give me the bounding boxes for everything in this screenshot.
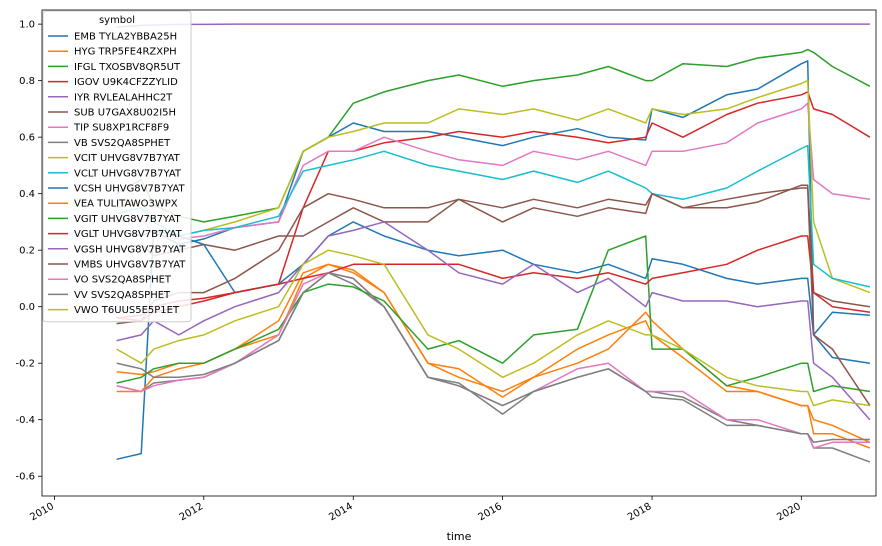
y-tick-label-3: 0.4 [19, 189, 35, 200]
y-tick-label-7: -0.4 [15, 415, 35, 426]
legend-label-1: HYG TRP5FE4RZXPH [74, 47, 177, 58]
series-line-6 [116, 102, 871, 240]
series-line-5 [116, 184, 871, 308]
y-tick-label-8: -0.6 [15, 472, 35, 483]
legend-label-0: EMB TYLA2YBBA25H [74, 32, 177, 43]
y-tick-label-4: 0.2 [19, 246, 35, 257]
x-tick-label-3: 2016 [477, 501, 505, 523]
x-tick-label-0: 2010 [28, 501, 56, 523]
x-tick-label-4: 2018 [626, 501, 654, 523]
legend-label-13: VGLT UHVG8V7B7YAT [74, 229, 183, 240]
series-line-2 [116, 48, 871, 223]
series-line-17 [116, 272, 870, 444]
series-line-11 [116, 263, 871, 443]
legend-label-5: SUB U7GAX8U02I5H [74, 108, 176, 119]
series-line-8 [116, 79, 871, 294]
legend-box [42, 10, 192, 323]
x-tick-label-5: 2020 [775, 501, 803, 523]
y-tick-label-5: 0.0 [19, 302, 35, 313]
legend-label-7: VB SVS2QA8SPHET [74, 138, 171, 149]
series-line-3 [116, 91, 871, 319]
y-tick-label-6: -0.2 [15, 359, 35, 370]
series-line-13 [116, 235, 871, 322]
series-line-16 [116, 272, 870, 449]
legend-label-10: VCSH UHVG8V7B7YAT [74, 184, 185, 195]
legend-label-8: VCIT UHVG8V7B7YAT [74, 153, 181, 164]
x-tick-label-2: 2014 [327, 501, 355, 523]
series-line-15 [116, 187, 871, 407]
series-line-14 [116, 221, 871, 421]
legend-label-14: VGSH UHVG8V7B7YAT [74, 244, 186, 255]
y-tick-label-0: 1.0 [19, 20, 35, 31]
legend-label-17: VV SVS2QA8SPHET [74, 290, 171, 301]
x-axis: 2010 2012 2014 2016 2018 2020 [28, 496, 803, 523]
plot-lines [116, 23, 871, 463]
plot-frame [41, 9, 877, 497]
legend-label-11: VEA TULITAWO3WPX [74, 199, 178, 210]
legend-label-4: IYR RVLEALAHHC2T [74, 92, 173, 103]
series-line-0 [116, 60, 870, 461]
legend-label-2: IFGL TXOSBV8QR5UT [74, 62, 181, 73]
y-axis: 1.0 0.8 0.6 0.4 0.2 0.0 -0.2 -0.4 -0.6 [15, 20, 42, 483]
legend-label-18: VWO T6UUS5E5P1ET [74, 305, 180, 316]
legend-label-9: VCLT UHVG8V7B7YAT [74, 168, 182, 179]
legend-label-16: VO SVS2QA8SPHET [74, 275, 172, 286]
series-line-18 [116, 249, 871, 407]
series-line-12 [116, 235, 871, 393]
series-line-9 [116, 144, 871, 288]
series-line-4 [116, 23, 870, 28]
series-line-10 [116, 221, 871, 364]
legend-label-15: VMBS UHVG8V7B7YAT [74, 260, 186, 271]
x-tick-label-1: 2012 [178, 501, 206, 523]
legend-label-12: VGIT UHVG8V7B7YAT [74, 214, 181, 225]
y-tick-label-1: 0.8 [19, 76, 35, 87]
legend-label-3: IGOV U9K4CFZZYLID [74, 77, 178, 88]
legend-label-6: TIP SU8XP1RCF8F9 [73, 123, 169, 134]
y-tick-label-2: 0.6 [19, 133, 35, 144]
legend-title: symbol [99, 15, 135, 26]
legend: symbol EMB TYLA2YBBA25H HYG TRP5FE4RZXPH I… [42, 10, 192, 323]
x-axis-label: time [447, 530, 472, 543]
series-line-7 [116, 272, 871, 463]
